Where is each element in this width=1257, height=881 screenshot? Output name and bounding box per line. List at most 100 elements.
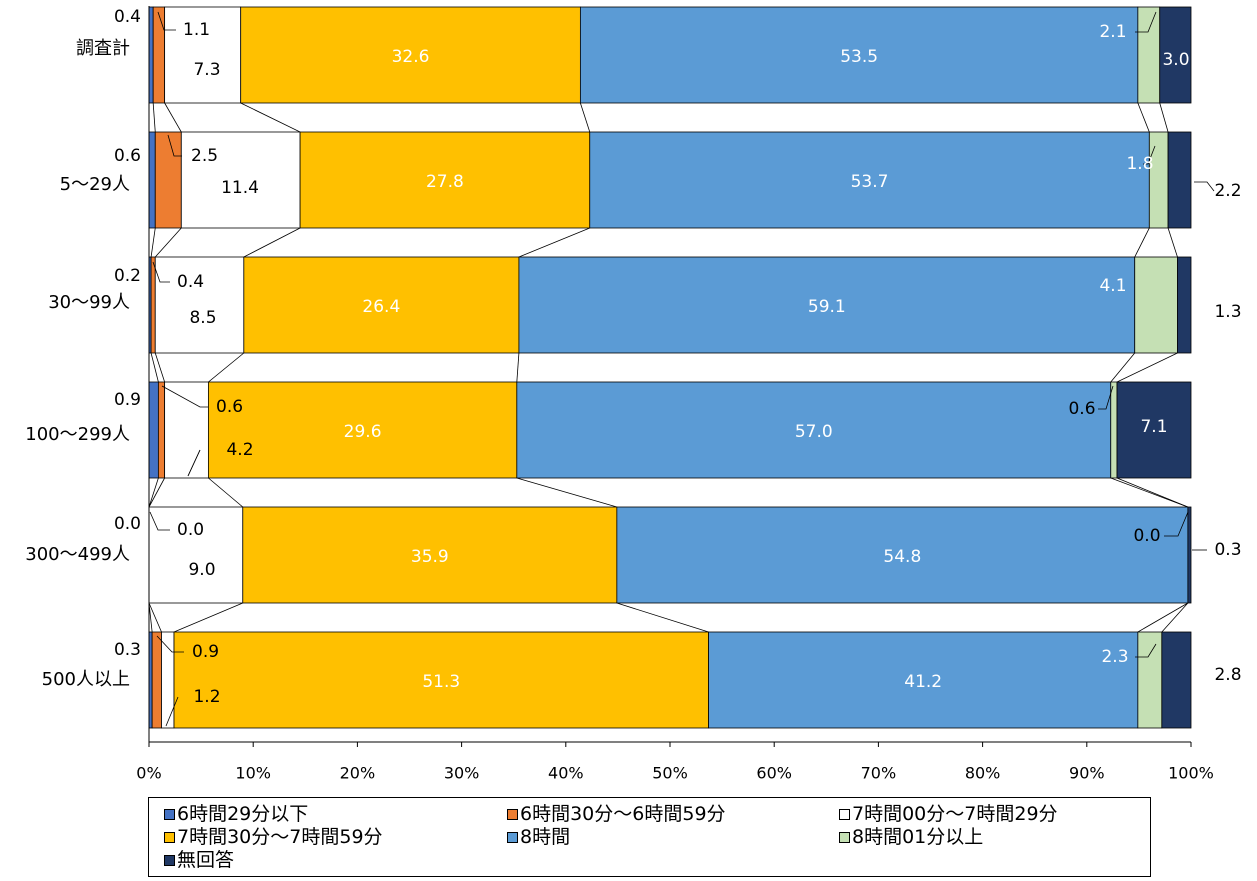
bar-segment [151, 631, 162, 729]
value-label: 0.9 [114, 390, 141, 410]
bar-segment [154, 131, 182, 229]
value-label: 0.6 [216, 397, 243, 417]
bar-segment [1161, 631, 1192, 729]
legend-swatch-4 [164, 831, 175, 843]
legend-item-3: 7時間00分～7時間29分 [839, 804, 1058, 824]
x-tick-label: 50% [652, 764, 688, 783]
legend-item-1: 6時間29分以下 [164, 804, 308, 824]
category-label: 300～499人 [25, 544, 130, 565]
value-label: 9.0 [188, 560, 215, 580]
legend-label-6: 8時間01分以上 [852, 826, 984, 848]
value-label: 8.5 [189, 308, 216, 328]
category-label: 調査計 [76, 38, 130, 59]
value-label: 29.6 [344, 422, 382, 442]
value-label: 1.2 [193, 687, 220, 707]
series-line [518, 227, 590, 258]
bar-segment [1134, 256, 1178, 354]
leader-line [165, 696, 179, 727]
leader-line [156, 635, 184, 653]
x-tick-label: 10% [235, 764, 271, 783]
bar-segment [299, 131, 591, 229]
bar-segment [152, 6, 166, 104]
legend-item-7: 無回答 [164, 850, 234, 870]
x-tick-label: 20% [340, 764, 376, 783]
value-label: 0.9 [192, 642, 219, 662]
value-label: 0.4 [177, 272, 204, 292]
bar-segment [148, 381, 159, 479]
x-tick-label: 100% [1168, 764, 1214, 783]
series-line [148, 602, 162, 633]
bar-segment [579, 6, 1139, 104]
leader-line [1164, 511, 1189, 537]
value-label: 0.3 [114, 640, 141, 660]
leader-line [1194, 181, 1215, 192]
value-label: 54.8 [883, 547, 921, 567]
value-label: 2.8 [1214, 665, 1241, 685]
value-label: 1.8 [1126, 154, 1153, 174]
legend-item-5: 8時間 [507, 827, 570, 847]
leader-line [1135, 11, 1157, 33]
series-line [208, 477, 244, 508]
leader-line [161, 385, 208, 408]
bar-segment [180, 131, 301, 229]
value-label: 3.0 [1162, 50, 1189, 70]
legend-swatch-7 [164, 854, 175, 866]
series-line [1137, 602, 1189, 633]
series-line [1110, 352, 1136, 383]
series-line [516, 352, 520, 383]
legend-swatch-6 [839, 831, 850, 843]
bar-segment [157, 381, 166, 479]
series-line [208, 352, 245, 383]
series-line [148, 477, 165, 508]
category-label: 5～29人 [60, 174, 130, 195]
x-tick-label: 70% [861, 764, 897, 783]
leader-line [167, 134, 182, 157]
value-label: 7.1 [1140, 417, 1167, 437]
bar-segment [516, 381, 1112, 479]
x-tick-label: 80% [965, 764, 1001, 783]
bar-segment [148, 6, 154, 104]
legend-label-1: 6時間29分以下 [177, 803, 309, 825]
legend-swatch-3 [839, 808, 850, 820]
bar-segment [1116, 381, 1192, 479]
x-tick-label: 30% [444, 764, 480, 783]
leader-line [1143, 145, 1156, 165]
series-line [1116, 477, 1189, 508]
chart-canvas: 0% 10% 20% 30% 40% 50% 60% 70% 80% 90% 100% 調査計 5～29… [25, 6, 1242, 783]
leader-line [152, 261, 170, 283]
bar-segment [242, 506, 618, 604]
series-line [148, 602, 153, 633]
bar-segment [164, 381, 209, 479]
series-line [240, 102, 301, 133]
value-label: 0.0 [1133, 526, 1160, 546]
value-label: 35.9 [411, 547, 449, 567]
bar-segment [1137, 631, 1163, 729]
bar-segment [173, 631, 709, 729]
series-line [1137, 102, 1150, 133]
series-line [1116, 352, 1178, 383]
series-line [164, 102, 182, 133]
leader-line [187, 449, 201, 477]
value-label: 0.3 [1214, 540, 1241, 560]
value-label: 2.1 [1099, 22, 1126, 42]
value-label: 7.3 [193, 60, 220, 80]
value-label: 57.0 [795, 422, 833, 442]
bar-segment [1187, 506, 1192, 604]
bar-segment [1110, 381, 1118, 479]
value-label: 0.0 [114, 514, 141, 534]
legend-label-3: 7時間00分～7時間29分 [852, 803, 1058, 825]
value-label: 27.8 [426, 172, 464, 192]
bar-segment [589, 131, 1150, 229]
x-tick-label: 90% [1069, 764, 1105, 783]
legend-label-7: 無回答 [177, 849, 235, 871]
value-label: 2.5 [191, 146, 218, 166]
series-line [173, 602, 243, 633]
value-label: 53.5 [840, 47, 878, 67]
category-label: 500人以上 [42, 669, 130, 690]
bar-segment [708, 631, 1139, 729]
value-label: 4.2 [226, 440, 253, 460]
value-label: 53.7 [851, 172, 889, 192]
series-line [150, 352, 159, 383]
series-line [516, 477, 617, 508]
series-line [1161, 602, 1189, 633]
